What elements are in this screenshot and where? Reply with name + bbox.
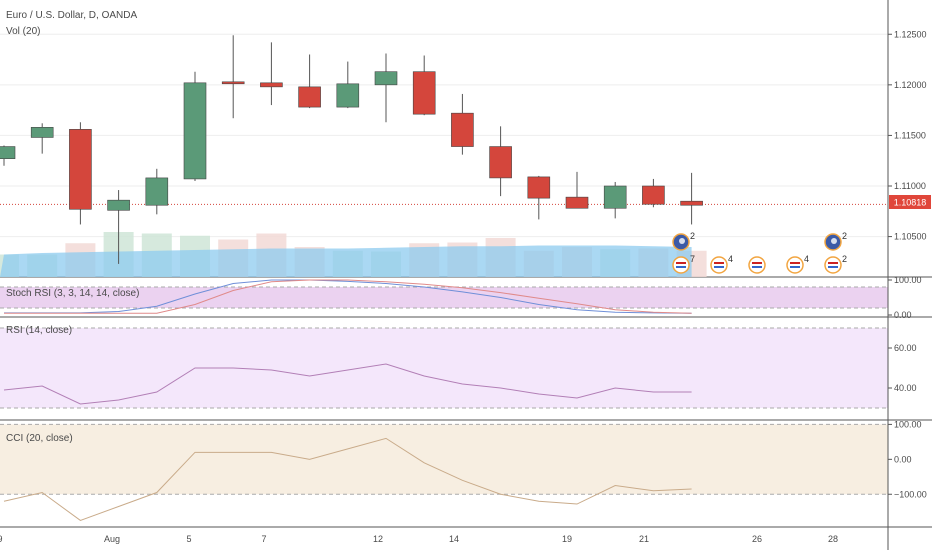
us-flag-icon [824,256,842,274]
time-tick-label: 26 [752,534,762,544]
grid [0,33,932,528]
flag-stripe [828,266,838,268]
candle-down [221,81,245,85]
flag-stripe [790,262,800,264]
last-price-badge [889,195,931,209]
cci-tick-label: −100.00 [894,489,927,499]
candle-down [565,196,589,209]
cci-band [0,424,888,495]
event-marker[interactable] [748,256,766,274]
chart-background [0,287,888,495]
candle-down [527,176,551,199]
candle-down [260,82,283,88]
flag-stripe [676,266,686,268]
stoch-rsi-line [4,279,692,314]
time-axis[interactable]: 9 Aug 5 7 12 14 19 21 26 28 [0,534,838,544]
candle-up [183,82,207,180]
price-tick-label: 1.10500 [894,232,927,242]
event-marker[interactable]: 2 [672,231,695,251]
rsi-tick-label: 60.00 [894,343,917,353]
flag-stripe [714,266,724,268]
candles [0,35,888,264]
time-tick-label: 9 [0,534,3,544]
candle-down [642,185,665,205]
candle-up [107,199,130,211]
candle-up [603,185,627,209]
time-tick-label: 12 [373,534,383,544]
candle-down [69,129,92,210]
stoch-rsi-band [0,287,888,308]
event-markers[interactable]: 2 7 4 4 2 2 [672,231,847,274]
price-tick-label: 1.11500 [894,130,926,140]
event-marker[interactable]: 4 [786,254,809,274]
candle-up [30,127,54,138]
flag-stripe [828,262,838,264]
event-marker[interactable]: 2 [824,254,847,274]
cci-tick-label: 0.00 [894,454,912,464]
rsi-label[interactable]: RSI (14, close) [6,325,72,336]
stoch-rsi-line [4,279,692,314]
candle-up [0,146,16,159]
stoch-rsi-label[interactable]: Stoch RSI (3, 3, 14, 14, close) [6,288,139,299]
flag-emblem [679,238,685,244]
time-tick-label: 19 [562,534,572,544]
candle-down [451,112,474,147]
candle-down [489,146,512,179]
event-count: 4 [804,254,809,264]
symbol-title[interactable]: Euro / U.S. Dollar, D, OANDA [6,10,137,21]
flag-stripe [790,266,800,268]
rsi-line [3,363,692,405]
flag-stripe [714,262,724,264]
candle-up [145,177,169,206]
rsi-tick-label: 40.00 [894,383,917,393]
flag-stripe [752,262,762,264]
volume-bars [0,232,707,277]
flag-stripe [676,262,686,264]
candle-down [298,86,321,108]
time-tick-label: 14 [449,534,459,544]
event-marker[interactable]: 4 [710,254,733,274]
last-price-value: 1.10818 [894,198,927,208]
stoch-rsi-tick-label: 0.00 [894,310,912,320]
price-tick-label: 1.12000 [894,80,927,90]
stoch-rsi-tick-label: 100.00 [894,275,922,285]
cci-line [3,437,692,522]
candle-down [412,71,436,115]
us-flag-icon [710,256,728,274]
us-flag-icon [786,256,804,274]
event-count: 7 [690,254,695,264]
volume-ma-area [0,245,692,277]
time-tick-label: 7 [261,534,266,544]
flag-emblem [831,238,837,244]
us-flag-icon [672,256,690,274]
rsi-band [0,328,888,408]
cci-tick-label: 100.00 [894,419,922,429]
time-tick-label: 21 [639,534,649,544]
event-count: 2 [690,231,695,241]
event-marker[interactable]: 2 [824,231,847,251]
time-tick-label: 28 [828,534,838,544]
indicators [0,279,888,522]
cci-label[interactable]: CCI (20, close) [6,433,73,444]
event-count: 4 [728,254,733,264]
event-count: 2 [842,254,847,264]
event-count: 2 [842,231,847,241]
price-tick-label: 1.11000 [894,181,926,191]
candle-up [336,83,360,108]
us-flag-icon [748,256,766,274]
time-tick-label: 5 [186,534,191,544]
flag-stripe [752,266,762,268]
price-tick-label: 1.12500 [894,29,927,39]
time-tick-label: Aug [104,534,120,544]
candle-up [374,71,398,86]
price-axis[interactable]: 1.12500 1.12000 1.11500 1.11000 1.10500 100.0… [887,0,927,550]
event-marker[interactable]: 7 [672,254,695,274]
candle-down [680,200,703,206]
volume-label[interactable]: Vol (20) [6,26,40,37]
